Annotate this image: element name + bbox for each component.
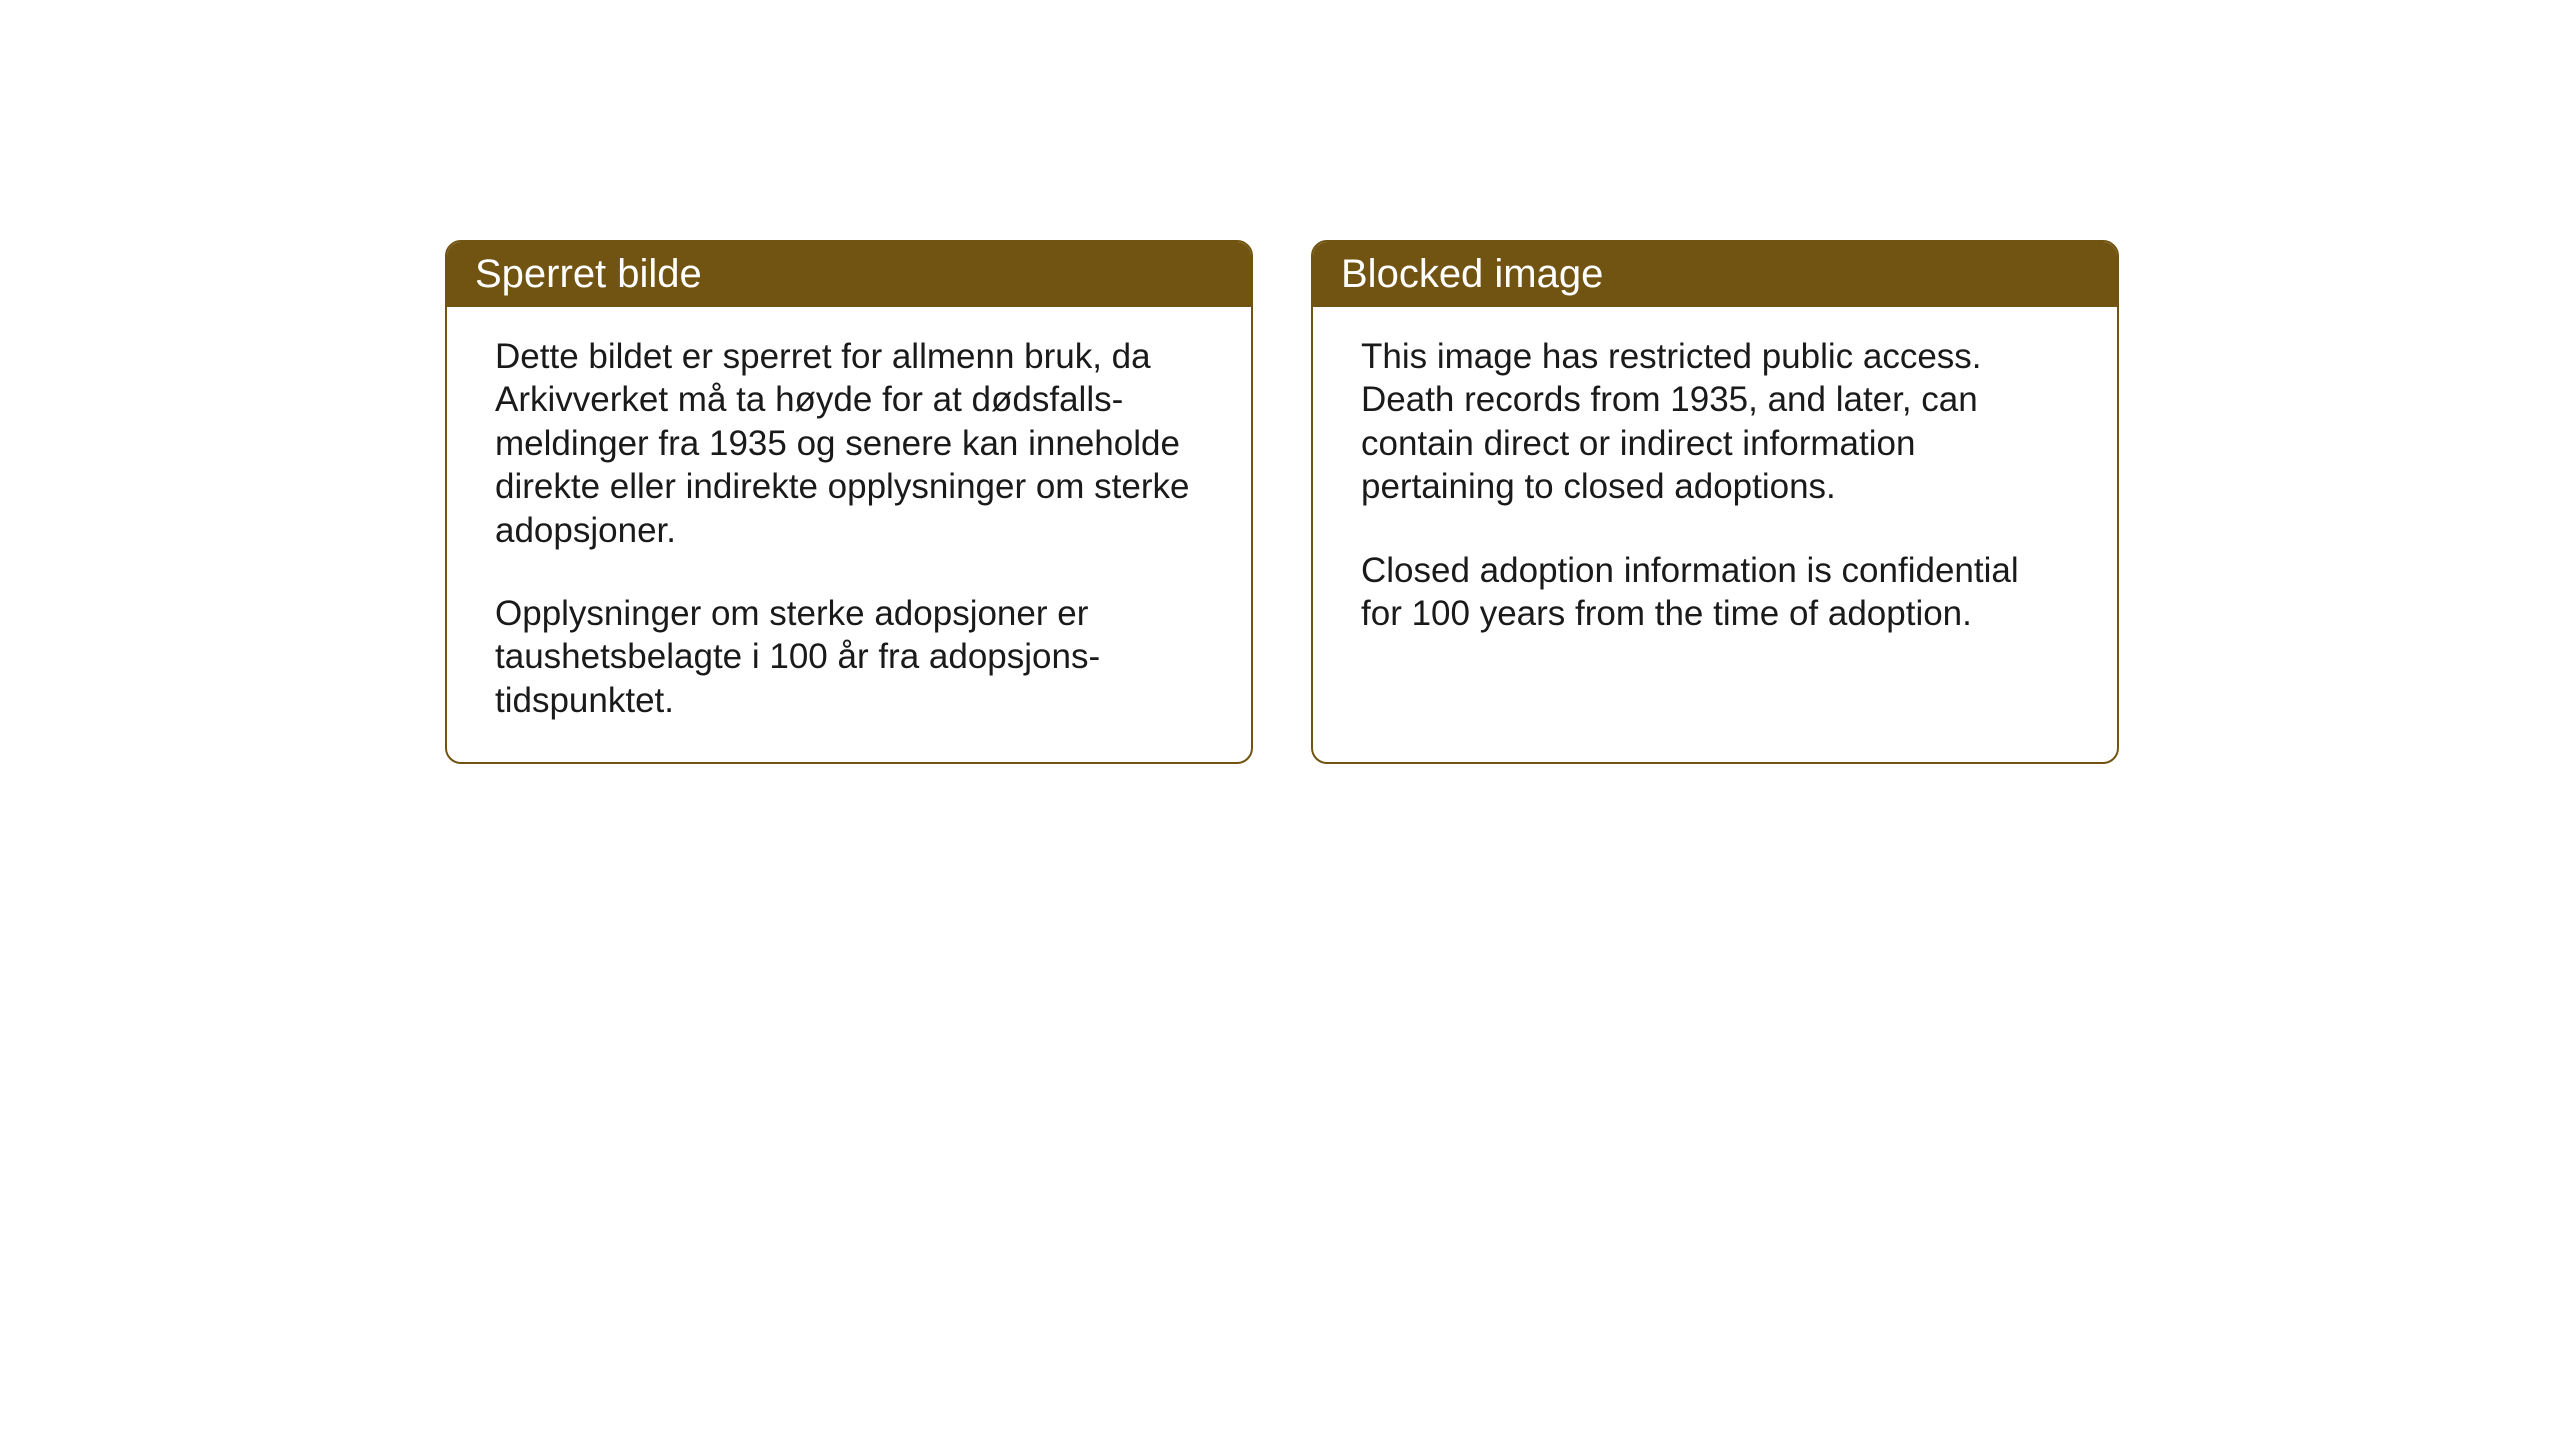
card-english-header: Blocked image (1313, 242, 2117, 307)
card-norwegian: Sperret bilde Dette bildet er sperret fo… (445, 240, 1253, 764)
card-english-title: Blocked image (1341, 252, 1603, 296)
cards-container: Sperret bilde Dette bildet er sperret fo… (445, 240, 2119, 764)
card-english-body: This image has restricted public access.… (1313, 307, 2117, 749)
card-english: Blocked image This image has restricted … (1311, 240, 2119, 764)
card-norwegian-header: Sperret bilde (447, 242, 1251, 307)
card-norwegian-paragraph-2: Opplysninger om sterke adopsjoner er tau… (495, 592, 1203, 722)
card-norwegian-title: Sperret bilde (475, 252, 702, 296)
card-norwegian-body: Dette bildet er sperret for allmenn bruk… (447, 307, 1251, 762)
card-norwegian-paragraph-1: Dette bildet er sperret for allmenn bruk… (495, 335, 1203, 552)
card-english-paragraph-2: Closed adoption information is confident… (1361, 549, 2069, 636)
card-english-paragraph-1: This image has restricted public access.… (1361, 335, 2069, 509)
